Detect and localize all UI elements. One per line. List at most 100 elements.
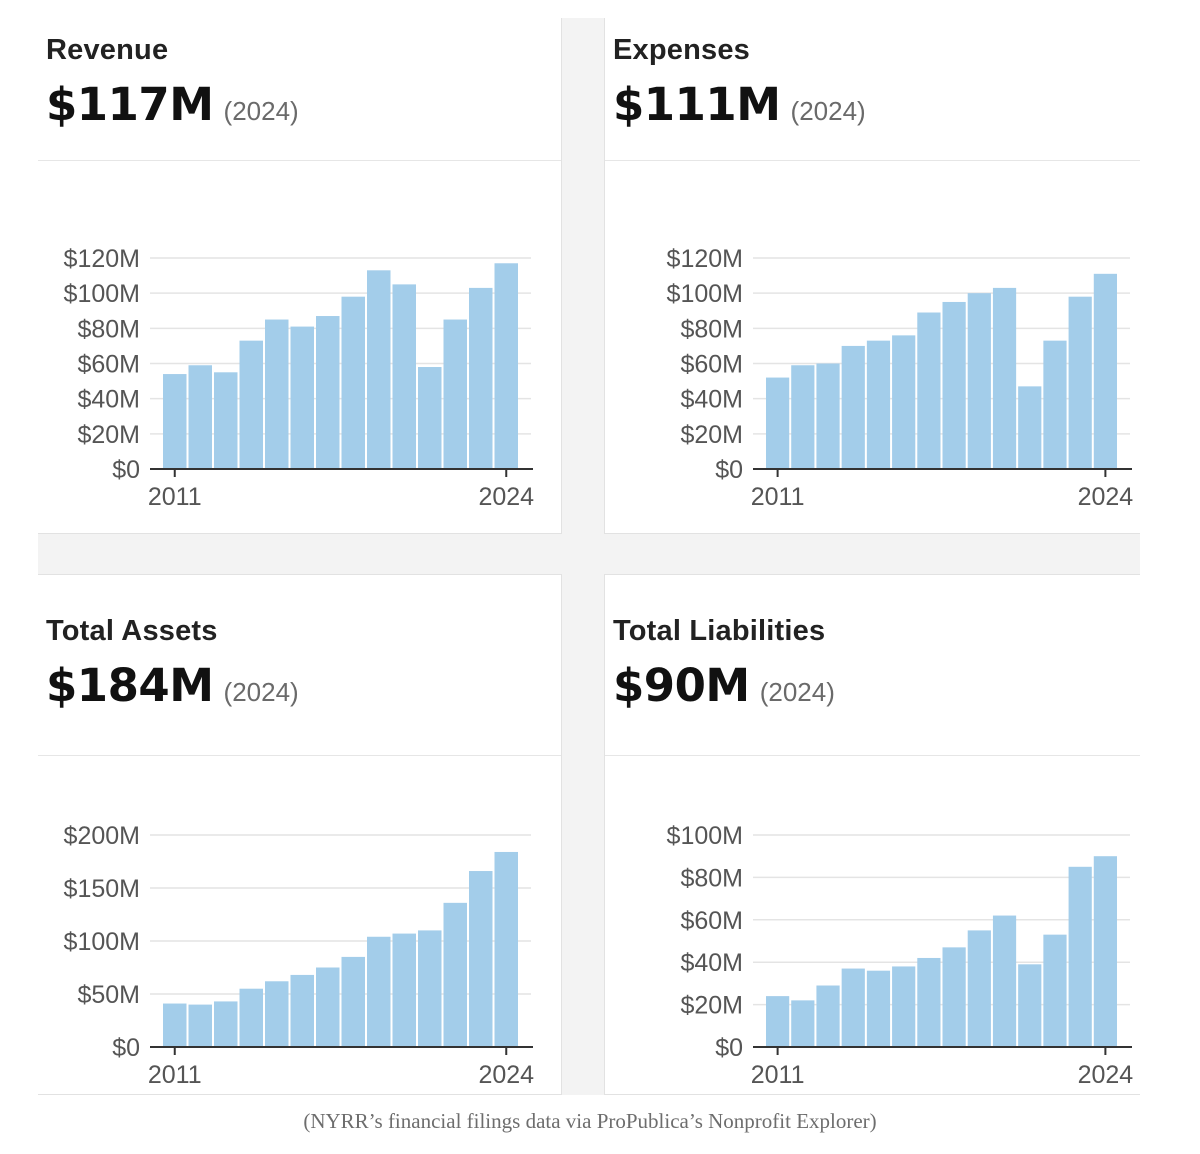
bar-2024 xyxy=(1093,273,1117,469)
bar-2017 xyxy=(316,967,340,1047)
card-divider xyxy=(38,755,561,756)
total-liabilities-bar-chart: $0 $20M $40M $60M $80M $100M 2011 2024 xyxy=(667,822,1134,1089)
bar-2022 xyxy=(1043,340,1067,469)
expenses-bar-chart: $0 $20M $40M $60M $80M $100M $120M 2011 2024 xyxy=(667,245,1134,511)
bar-2019 xyxy=(967,293,991,469)
total-assets-card: Total Assets $184M (2024) $0 $50M $100M $150… xyxy=(38,574,562,1095)
bar-2014 xyxy=(239,988,263,1047)
x-tick-label-first: 2011 xyxy=(751,483,805,511)
y-tick-label: $100M xyxy=(64,928,140,956)
bar-2021 xyxy=(1018,386,1042,469)
bar-2021 xyxy=(1018,964,1042,1047)
y-tick-label: $100M xyxy=(667,822,743,850)
expenses-card: Expenses $111M (2024) $0 $20M $40M $60M $80M $… xyxy=(604,18,1140,534)
bar-2018 xyxy=(942,947,966,1047)
bar-2011 xyxy=(766,377,790,469)
bar-2017 xyxy=(917,957,941,1047)
bar-2023 xyxy=(1068,296,1092,469)
card-value: $111M xyxy=(613,78,781,131)
y-tick-label: $100M xyxy=(667,280,743,308)
y-tick-label: $120M xyxy=(667,245,743,273)
source-caption: (NYRR’s financial filings data via ProPu… xyxy=(303,1109,877,1133)
y-tick-label: $80M xyxy=(680,315,743,343)
bar-2015 xyxy=(265,319,289,469)
card-divider xyxy=(605,755,1140,756)
card-value-line: $117M (2024) xyxy=(46,78,299,131)
y-tick-label: $60M xyxy=(680,907,743,935)
x-tick-label-first: 2011 xyxy=(751,1061,805,1089)
bar-2018 xyxy=(341,956,365,1047)
bar-2012 xyxy=(791,1000,815,1047)
bar-2021 xyxy=(418,930,442,1047)
bar-2024 xyxy=(1093,856,1117,1047)
x-tick-label-last: 2024 xyxy=(478,1061,534,1089)
x-tick-label-first: 2011 xyxy=(148,483,202,511)
card-value-line: $90M (2024) xyxy=(613,659,835,712)
bar-2011 xyxy=(163,374,187,469)
bar-2012 xyxy=(188,365,212,469)
y-tick-label: $50M xyxy=(77,981,140,1009)
bar-2011 xyxy=(766,996,790,1047)
card-title: Total Liabilities xyxy=(613,615,826,647)
bar-2013 xyxy=(214,372,238,469)
x-tick-label-last: 2024 xyxy=(478,483,534,511)
card-divider xyxy=(38,160,561,161)
bar-2023 xyxy=(1068,866,1092,1047)
bar-2017 xyxy=(316,316,340,469)
total-liabilities-card: Total Liabilities $90M (2024) $0 $20M $40M $… xyxy=(604,574,1140,1095)
bar-2015 xyxy=(866,970,891,1047)
gutter-horizontal xyxy=(38,534,1140,574)
bar-2014 xyxy=(841,968,865,1047)
card-title: Expenses xyxy=(613,34,751,66)
bar-2012 xyxy=(791,365,815,469)
bar-2014 xyxy=(239,340,263,469)
y-tick-label: $60M xyxy=(680,351,743,379)
bar-2023 xyxy=(469,287,493,469)
bar-2020 xyxy=(992,915,1017,1047)
bar-2022 xyxy=(443,319,467,469)
y-tick-label: $120M xyxy=(64,245,140,273)
x-tick-label-first: 2011 xyxy=(148,1061,202,1089)
bar-2016 xyxy=(290,974,314,1047)
y-tick-label: $40M xyxy=(680,386,743,414)
bar-2022 xyxy=(1043,934,1067,1047)
bar-2013 xyxy=(816,985,840,1047)
card-title: Revenue xyxy=(46,34,169,66)
bar-2018 xyxy=(341,296,365,469)
x-tick-label-last: 2024 xyxy=(1078,1061,1134,1089)
bar-2016 xyxy=(290,326,314,469)
bar-2019 xyxy=(967,930,991,1047)
card-year: (2024) xyxy=(759,677,835,707)
card-divider xyxy=(605,160,1140,161)
y-tick-label: $0 xyxy=(112,456,140,484)
revenue-card: Revenue $117M (2024) $0 $20M $40M $60M $80M $1… xyxy=(38,18,562,534)
bar-2012 xyxy=(188,1004,212,1047)
bar-2019 xyxy=(367,936,391,1047)
total-assets-bar-chart: $0 $50M $100M $150M $200M 2011 2024 xyxy=(64,822,535,1089)
bar-2013 xyxy=(816,363,840,469)
bar-2016 xyxy=(892,966,916,1047)
card-value: $117M xyxy=(46,78,214,131)
bar-2020 xyxy=(392,933,416,1047)
bar-2018 xyxy=(942,301,966,469)
card-year: (2024) xyxy=(223,677,299,707)
y-tick-label: $20M xyxy=(680,992,743,1020)
y-tick-label: $20M xyxy=(77,421,140,449)
card-year: (2024) xyxy=(223,96,299,126)
y-tick-label: $40M xyxy=(77,386,140,414)
y-tick-label: $150M xyxy=(64,875,140,903)
bar-2020 xyxy=(992,287,1017,469)
bar-2023 xyxy=(469,871,493,1047)
y-tick-label: $0 xyxy=(112,1034,140,1062)
y-tick-label: $100M xyxy=(64,280,140,308)
y-tick-label: $60M xyxy=(77,351,140,379)
bar-2022 xyxy=(443,902,467,1047)
bar-2024 xyxy=(494,263,518,469)
bar-2013 xyxy=(214,1001,238,1047)
bar-2016 xyxy=(892,335,916,469)
bar-2019 xyxy=(367,270,391,469)
x-tick-label-last: 2024 xyxy=(1078,483,1134,511)
card-value: $90M xyxy=(613,659,750,712)
revenue-bar-chart: $0 $20M $40M $60M $80M $100M $120M 2011 2024 xyxy=(64,245,535,511)
y-tick-label: $80M xyxy=(680,864,743,892)
